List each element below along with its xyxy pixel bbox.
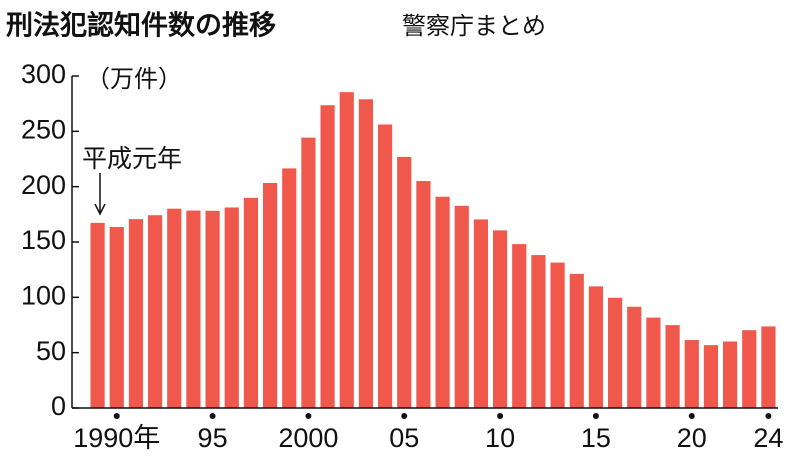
bar [703, 345, 719, 408]
x-tick-label: 20 [677, 423, 707, 453]
x-tick-label: 1990年 [73, 423, 160, 453]
chart-title: 刑法犯認知件数の推移 [6, 10, 276, 42]
y-tick-label: 150 [21, 225, 66, 255]
bar [684, 340, 699, 408]
bar [186, 210, 201, 408]
bar [167, 208, 182, 408]
bar [128, 219, 144, 408]
bar [262, 183, 278, 408]
y-tick-label: 300 [21, 59, 66, 89]
chart-subtitle: 警察庁まとめ [402, 12, 546, 40]
x-tick-dot [497, 413, 504, 419]
bar [416, 181, 431, 408]
x-tick-label: 2000 [278, 423, 338, 453]
bar [147, 215, 163, 408]
x-tick-label: 24 [753, 423, 783, 453]
x-tick-dot [305, 413, 312, 419]
y-tick-label: 50 [36, 336, 66, 366]
bar [512, 244, 527, 408]
bar [627, 306, 642, 408]
x-tick-dot [765, 413, 772, 419]
bar [205, 210, 220, 408]
annotation: 平成元年 [82, 144, 182, 173]
bar [109, 226, 124, 408]
bar [531, 255, 546, 408]
bar [454, 205, 469, 408]
x-tick-dot [113, 413, 120, 419]
bar [90, 222, 105, 408]
bar [358, 99, 374, 409]
bar [665, 325, 680, 408]
bar [588, 286, 604, 408]
bar [473, 219, 489, 408]
y-axis-label: （万件） [86, 65, 182, 93]
x-tick-label: 15 [581, 423, 611, 453]
x-tick-dot [688, 413, 695, 419]
x-tick-label: 05 [389, 423, 419, 453]
bar [339, 92, 354, 408]
bar [397, 156, 412, 408]
bar [607, 297, 623, 408]
bar [646, 317, 661, 408]
x-tick-dot [401, 413, 408, 419]
bar [377, 124, 393, 409]
bar [722, 341, 738, 408]
bar [742, 330, 757, 408]
x-tick-label: 95 [198, 423, 228, 453]
bar [224, 207, 239, 408]
bar [550, 262, 565, 408]
bar [243, 197, 259, 408]
x-tick-dot [592, 413, 599, 419]
bar [761, 326, 776, 408]
y-tick-label: 250 [21, 114, 66, 144]
y-tick-label: 100 [21, 280, 66, 310]
bar [320, 105, 335, 408]
annotation-arrowhead [94, 203, 106, 216]
bar [569, 273, 584, 408]
x-tick-label: 10 [485, 423, 515, 453]
bar [282, 168, 297, 408]
bar [492, 230, 508, 408]
y-tick-label: 200 [21, 170, 66, 200]
bar [435, 196, 450, 408]
x-tick-dot [209, 413, 216, 419]
y-tick-label: 0 [51, 391, 66, 421]
bar [301, 137, 316, 408]
